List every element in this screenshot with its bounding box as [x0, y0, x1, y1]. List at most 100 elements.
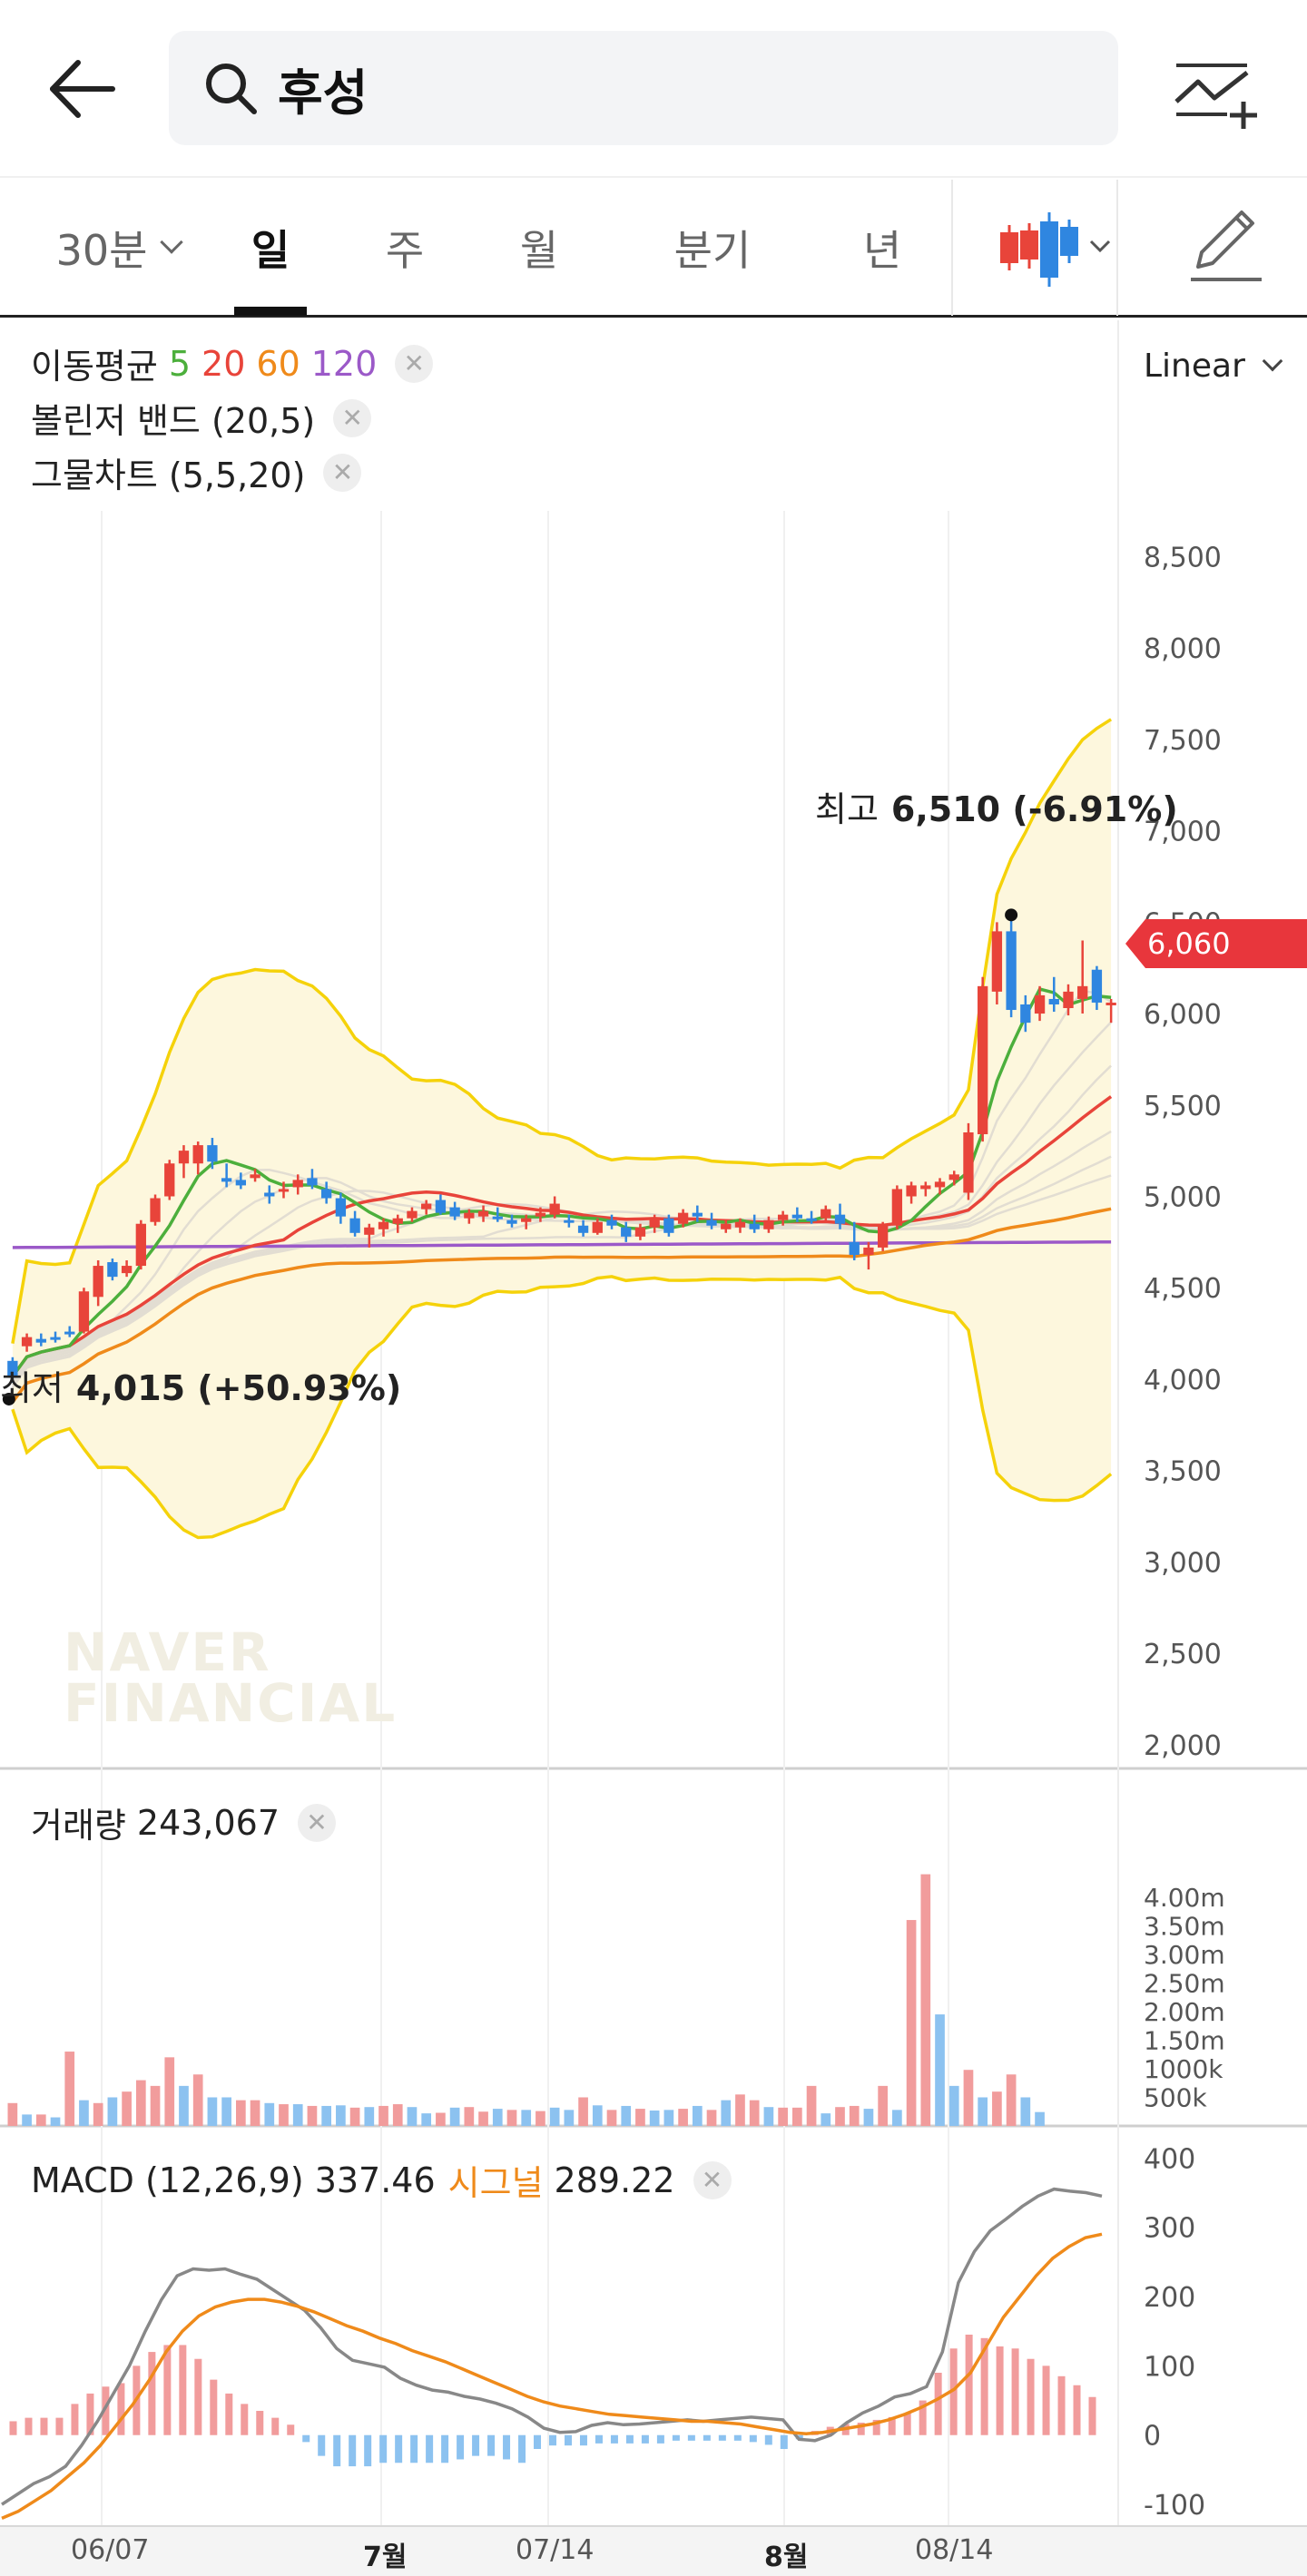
chart-type-button[interactable] — [989, 180, 1125, 316]
candle — [1006, 931, 1017, 1011]
remove-volume-button[interactable]: ✕ — [298, 1803, 337, 1842]
macd-histogram-bar — [564, 2434, 572, 2446]
macd-tick-label: 200 — [1144, 2282, 1195, 2314]
candle — [749, 1223, 760, 1229]
macd-label: MACD (12,26,9) — [31, 2160, 304, 2200]
ma20-line — [11, 1095, 1113, 1377]
back-button[interactable] — [36, 44, 127, 134]
tab-label: 일 — [251, 226, 290, 275]
volume-bar — [678, 2109, 688, 2126]
price-tick-label: 8,000 — [1144, 633, 1222, 665]
low-value: 4,015 (+50.93%) — [75, 1368, 402, 1408]
date-label: 08/14 — [915, 2534, 994, 2566]
macd-histogram-bar — [687, 2434, 695, 2441]
candle — [577, 1225, 589, 1233]
search-input[interactable]: 후성 — [169, 31, 1118, 145]
candle — [592, 1221, 603, 1233]
macd-histogram-bar — [179, 2345, 187, 2435]
ma60-label: 60 — [256, 343, 300, 384]
volume-tick-label: 2.50m — [1144, 1968, 1225, 1998]
remove-macd-button[interactable]: ✕ — [693, 2160, 732, 2199]
tab-week[interactable]: 주 — [350, 180, 459, 316]
volume-tick-label: 1000k — [1144, 2054, 1223, 2084]
macd-histogram-bar — [55, 2417, 64, 2435]
candle — [777, 1214, 789, 1220]
macd-histogram-bar — [426, 2434, 434, 2463]
candle — [378, 1221, 389, 1229]
edit-indicators-button[interactable] — [1162, 180, 1289, 316]
macd-histogram-bar — [225, 2393, 233, 2435]
volume-bar — [1035, 2111, 1045, 2126]
candle — [421, 1203, 432, 1210]
tab-year[interactable]: 년 — [828, 180, 937, 316]
volume-bar — [378, 2105, 388, 2126]
macd-histogram-bar — [441, 2434, 449, 2463]
macd-histogram-bar — [749, 2434, 757, 2443]
volume-bar — [778, 2107, 788, 2126]
macd-histogram-bar — [349, 2434, 357, 2467]
candle — [335, 1198, 347, 1217]
candle — [121, 1266, 133, 1274]
candle — [706, 1219, 717, 1226]
divider — [951, 180, 953, 316]
tab-day[interactable]: 일 — [216, 180, 325, 316]
volume-bar — [863, 2109, 874, 2126]
volume-bar — [307, 2105, 318, 2126]
macd-histogram-bar — [333, 2434, 341, 2467]
compare-chart-button[interactable] — [1164, 45, 1263, 136]
candle — [906, 1185, 917, 1197]
volume-bar — [564, 2110, 575, 2126]
candle — [1091, 969, 1103, 1003]
macd-histogram-bar — [518, 2434, 526, 2463]
candle — [407, 1210, 418, 1219]
tab-month[interactable]: 월 — [485, 180, 594, 316]
macd-histogram-bar — [965, 2335, 973, 2435]
candle — [349, 1218, 360, 1233]
remove-ichimoku-button[interactable]: ✕ — [323, 453, 362, 492]
chart-area[interactable]: 8,5008,0007,5007,0006,5006,0005,5005,000… — [0, 320, 1307, 2525]
tab-30min[interactable]: 30분 — [27, 180, 209, 316]
volume-bar — [478, 2111, 488, 2126]
candle — [278, 1189, 290, 1192]
bollinger-upper-line — [11, 718, 1113, 1344]
candle — [107, 1262, 118, 1278]
macd-histogram-bar — [86, 2393, 94, 2435]
tab-label: 주 — [385, 226, 425, 275]
tab-label: 월 — [519, 226, 559, 275]
naver-financial-watermark: NAVER FINANCIAL — [64, 1621, 398, 1734]
tab-quarter[interactable]: 분기 — [635, 180, 790, 316]
macd-histogram-bar — [271, 2417, 280, 2435]
macd-histogram-bar — [1073, 2385, 1081, 2435]
volume-bar — [492, 2109, 503, 2126]
price-tick-label: 3,500 — [1144, 1456, 1222, 1488]
remove-ma-button[interactable]: ✕ — [395, 344, 434, 383]
stock-chart[interactable]: 8,5008,0007,5007,0006,5006,0005,5005,000… — [0, 320, 1307, 2525]
volume-bar — [150, 2085, 161, 2126]
remove-bollinger-button[interactable]: ✕ — [333, 398, 372, 437]
volume-bar — [407, 2107, 418, 2126]
macd-histogram-bar — [102, 2386, 110, 2435]
candle — [264, 1192, 275, 1197]
macd-histogram-bar — [457, 2434, 465, 2460]
cloud-line — [11, 1174, 1112, 1388]
macd-histogram-bar — [472, 2434, 480, 2456]
high-annotation: 최고 6,510 (-6.91%) — [815, 781, 1178, 831]
macd-histogram-bar — [549, 2434, 556, 2446]
macd-histogram-bar — [1011, 2348, 1019, 2435]
candle — [64, 1331, 75, 1335]
volume-bar — [107, 2097, 118, 2126]
volume-bar — [7, 2102, 18, 2126]
volume-tick-label: 4.00m — [1144, 1883, 1225, 1913]
date-label: 7월 — [363, 2542, 408, 2573]
high-label: 최고 — [815, 789, 879, 829]
scale-dropdown[interactable]: Linear — [1144, 348, 1283, 385]
macd-histogram-bar — [503, 2434, 511, 2460]
price-tick-label: 2,500 — [1144, 1639, 1222, 1670]
candle — [934, 1181, 946, 1188]
volume-bar — [392, 2104, 403, 2126]
candle — [320, 1189, 332, 1199]
macd-histogram-bar — [534, 2434, 542, 2449]
candle — [1077, 985, 1088, 999]
candlestick-icon — [1000, 212, 1111, 287]
macd-histogram-bar — [656, 2434, 664, 2444]
